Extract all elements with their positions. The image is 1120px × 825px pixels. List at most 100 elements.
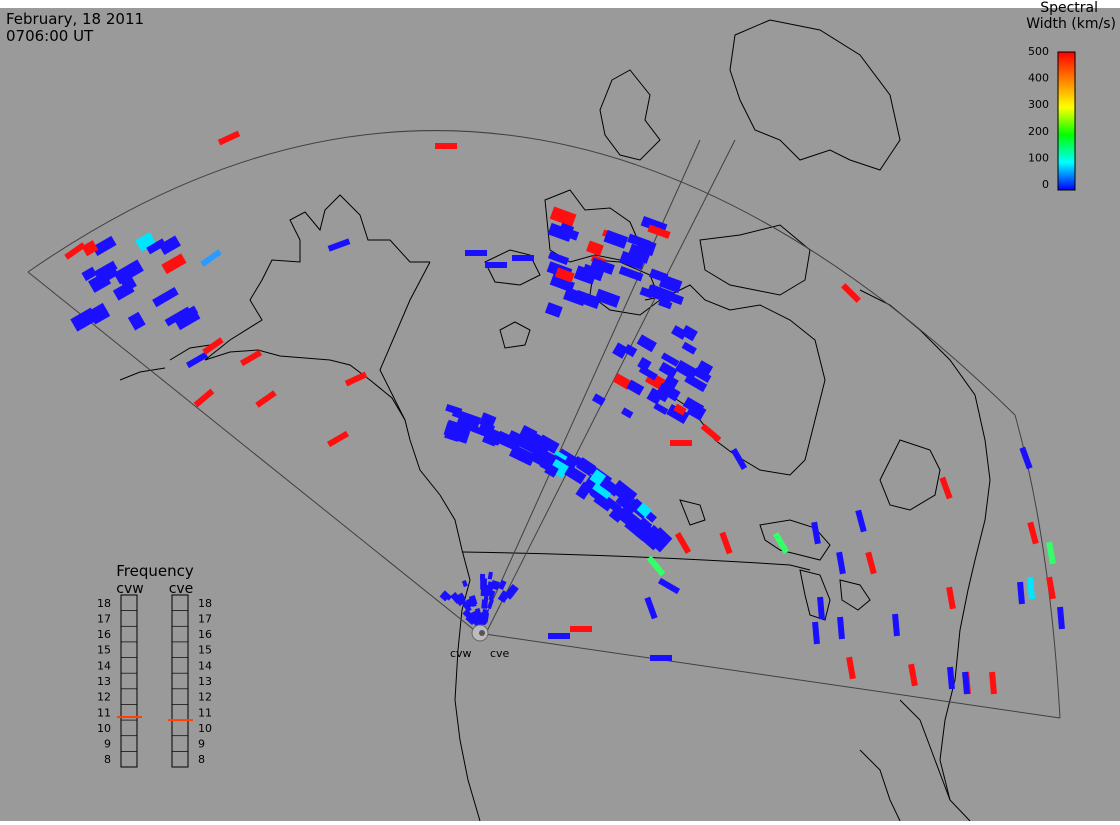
echo-cell	[327, 238, 351, 252]
echo-cell	[593, 491, 615, 512]
echo-cell	[638, 365, 658, 381]
echo-cell	[648, 268, 669, 283]
echo-cell	[455, 410, 482, 433]
frequency-tick-right: 8	[198, 753, 205, 766]
echo-cell	[658, 298, 673, 310]
echo-cell	[455, 596, 465, 607]
frequency-tick-right: 18	[198, 597, 212, 610]
echo-cell	[239, 349, 263, 367]
echo-cell	[612, 342, 629, 359]
echo-cell	[485, 262, 507, 268]
echo-cell	[610, 479, 638, 505]
echo-cell	[817, 596, 825, 620]
frequency-tick-right: 16	[198, 628, 212, 641]
echo-cell	[939, 476, 953, 500]
frequency-columns: 18 18 17 17 16 16 15 15 14 14 13 13 12 12 11 11 10 10 9 9 8 8	[97, 594, 212, 768]
echo-cell	[64, 242, 86, 260]
echo-cell	[1017, 581, 1025, 605]
echo-cell	[660, 352, 680, 367]
date-label: February, 18 2011	[6, 10, 144, 28]
echo-cell	[549, 206, 577, 227]
echo-cell	[586, 240, 604, 257]
echo-cell	[465, 250, 487, 256]
echo-cell	[1027, 521, 1039, 545]
echo-cell	[636, 334, 657, 353]
echo-cell	[528, 440, 550, 459]
echo-cell	[657, 577, 681, 595]
echo-cell	[481, 599, 488, 609]
echo-cell	[623, 343, 638, 358]
echo-cell	[671, 325, 688, 340]
echo-cell	[603, 229, 629, 249]
frequency-title: Frequency	[116, 562, 194, 580]
echo-cell	[445, 403, 463, 416]
frequency-tick-right: 11	[198, 706, 212, 719]
echo-cell	[772, 531, 790, 555]
echo-cell	[649, 527, 673, 551]
echo-cell	[696, 360, 714, 376]
echo-cell	[590, 257, 615, 275]
echo-cell	[692, 367, 712, 383]
frequency-tick-right: 10	[198, 722, 212, 735]
frequency-radar-cvw: cvw	[116, 581, 143, 597]
echo-cell	[841, 283, 861, 303]
echo-cell	[865, 551, 877, 575]
frequency-tick-left: 15	[97, 644, 111, 657]
echo-cell	[544, 463, 559, 478]
echo-cell	[627, 233, 651, 250]
echo-cell	[581, 263, 605, 282]
echo-cell	[1046, 576, 1056, 600]
frequency-panel: Frequency cvw cve 18 18 17 17 16 16 15 15 14 14 13…	[97, 562, 212, 768]
echo-cell	[487, 571, 493, 580]
map-background	[0, 8, 1120, 821]
echo-cell	[812, 621, 820, 645]
echo-cell	[554, 267, 575, 283]
echo-cell	[612, 373, 633, 390]
echo-cell	[846, 656, 856, 680]
frequency-tick-right: 9	[198, 738, 205, 751]
echo-cell	[478, 412, 497, 429]
time-label: 0706:00 UT	[6, 27, 94, 45]
echo-cell	[636, 502, 653, 518]
echo-cell	[193, 388, 215, 408]
frequency-tick-left: 18	[97, 597, 111, 610]
echo-cell	[127, 311, 146, 331]
echo-cell	[472, 614, 483, 626]
echo-cell	[517, 424, 538, 445]
frequency-tick-left: 11	[97, 706, 111, 719]
echo-cell	[81, 266, 98, 282]
echo-cell	[644, 596, 658, 620]
echo-cell	[217, 130, 241, 146]
echo-cell	[158, 235, 181, 256]
colorbar-title-2: Width (km/s)	[1026, 16, 1116, 32]
radar-label-cvw: cvw	[450, 647, 472, 660]
frequency-tick-left: 13	[97, 675, 111, 688]
echo-cell	[700, 423, 722, 443]
echo-cell	[113, 259, 144, 285]
echo-cell	[200, 249, 222, 267]
frequency-tick-right: 14	[198, 659, 212, 672]
colorbar-tick-label: 0	[1042, 178, 1049, 191]
echo-cell	[855, 509, 867, 533]
echo-cell	[255, 390, 277, 408]
echo-cell	[102, 265, 119, 281]
echo-cell	[572, 456, 593, 474]
echo-cell	[947, 666, 955, 690]
echo-cell	[446, 419, 471, 435]
echo-cell	[462, 609, 474, 620]
echo-cell	[146, 238, 167, 255]
frequency-tick-left: 17	[97, 612, 111, 625]
echo-cell	[81, 240, 99, 257]
echo-cell	[537, 434, 560, 454]
echo-cell	[637, 356, 652, 372]
frequency-column-cve	[171, 594, 189, 768]
top-margin	[0, 0, 1120, 8]
echo-cell	[512, 255, 534, 261]
echo-cell	[326, 430, 350, 448]
colorbar-tick-label: 100	[1028, 151, 1049, 164]
echo-cell	[92, 235, 117, 257]
frequency-tick-right: 13	[198, 675, 212, 688]
echo-cell	[185, 351, 209, 369]
echo-cell	[962, 671, 970, 695]
